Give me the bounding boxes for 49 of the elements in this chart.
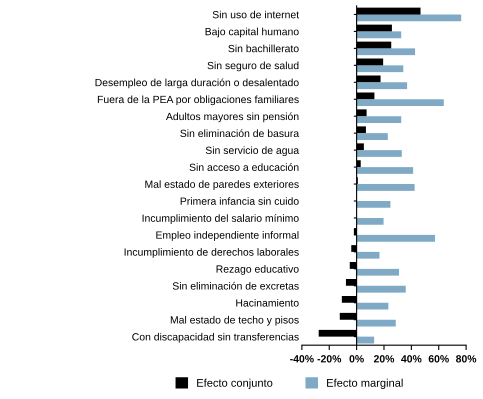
y-tick-label: Desempleo de larga duración o desalentado — [96, 78, 299, 88]
y-tick-label: Empleo independiente informal — [156, 231, 298, 241]
bar — [356, 200, 390, 208]
bar — [356, 150, 402, 157]
x-tick-label: 20% — [374, 355, 394, 363]
y-tick-label: Incumplimiento del salario mínimo — [142, 214, 299, 224]
bar — [356, 99, 444, 106]
legend-label: Efecto marginal — [327, 378, 403, 389]
bar — [356, 14, 462, 22]
bar — [356, 268, 400, 276]
bar — [356, 167, 414, 174]
bar — [356, 218, 384, 225]
y-tick-label: Con discapacidad sin transferencias — [132, 332, 299, 343]
y-tick-label: Sin seguro de salud — [208, 62, 298, 72]
bar — [356, 82, 408, 90]
bar — [356, 302, 388, 310]
y-tick-label: Sin eliminación de excretas — [172, 282, 299, 290]
y-tick-label: Sin acceso a educación — [190, 163, 298, 171]
y-tick-label: Primera infancia sin cuido — [180, 197, 299, 205]
x-tick-label: -20% — [317, 355, 342, 363]
y-tick-label: Adultos mayores sin pensión — [166, 112, 298, 122]
bar — [356, 184, 415, 191]
y-tick-label: Sin eliminación de basura — [180, 129, 300, 138]
legend-label: Efecto conjunto — [197, 378, 272, 389]
y-tick-label: Fuera de la PEA por obligaciones familiares — [98, 95, 299, 106]
y-tick-label: Sin uso de internet — [212, 10, 300, 18]
x-tick-label: 0% — [350, 355, 364, 363]
bar — [356, 116, 402, 123]
x-tick-label: 40% — [401, 355, 422, 363]
bar — [356, 65, 404, 72]
bar — [356, 234, 436, 242]
y-tick-label: Incumplimiento de derechos laborales — [124, 248, 299, 258]
bar — [356, 286, 406, 293]
y-tick-label: Sin servicio de agua — [206, 146, 300, 156]
y-tick-label: Sin bachillerato — [228, 44, 299, 52]
x-tick-label: 60% — [428, 355, 449, 363]
bar — [356, 320, 396, 326]
x-tick-label: -40% — [290, 355, 314, 363]
bar — [356, 252, 380, 259]
bar — [356, 336, 374, 344]
y-tick-label: Rezago educativo — [216, 265, 299, 275]
x-tick-label: 80% — [456, 355, 476, 363]
y-tick-label: Bajo capital humano — [206, 28, 299, 38]
y-tick-label: Mal estado de paredes exteriores — [145, 180, 299, 190]
bar — [356, 133, 388, 140]
bar — [356, 48, 416, 56]
y-tick-label: Hacinamiento — [236, 298, 299, 307]
y-tick-label: Mal estado de techo y pisos — [170, 316, 299, 326]
bar — [356, 31, 402, 38]
